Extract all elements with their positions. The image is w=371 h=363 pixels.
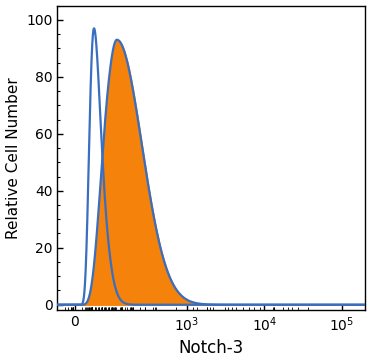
X-axis label: Notch-3: Notch-3 (179, 339, 244, 358)
Y-axis label: Relative Cell Number: Relative Cell Number (6, 77, 20, 239)
